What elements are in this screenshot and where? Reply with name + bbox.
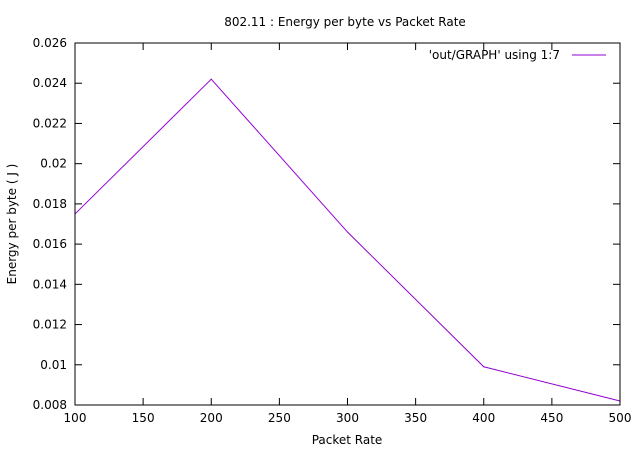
- y-tick-label: 0.026: [33, 36, 67, 50]
- y-tick-label: 0.016: [33, 237, 67, 251]
- series-line: [74, 78, 621, 402]
- x-tick-label: 150: [132, 411, 155, 425]
- plot-frame: [74, 42, 621, 406]
- x-tick-label: 350: [404, 411, 427, 425]
- legend: 'out/GRAPH' using 1:7: [429, 48, 606, 62]
- y-tick-label: 0.01: [40, 358, 67, 372]
- data-point: [346, 231, 349, 233]
- y-tick-label: 0.018: [33, 197, 67, 211]
- series-layer: [74, 78, 621, 402]
- data-point: [483, 366, 485, 368]
- y-tick-label: 0.014: [33, 277, 67, 291]
- x-tick-label: 250: [268, 411, 291, 425]
- y-tick-label: 0.012: [33, 318, 67, 332]
- y-tick-label: 0.024: [33, 76, 67, 90]
- x-tick-label: 200: [200, 411, 223, 425]
- x-tick-label: 450: [540, 411, 563, 425]
- legend-label: 'out/GRAPH' using 1:7: [429, 48, 560, 62]
- x-tick-label: 400: [472, 411, 495, 425]
- x-tick-label: 500: [609, 411, 632, 425]
- tick-labels: 100 150 200 250 300 350 400 450 500 0.008 0.01 0.01…: [33, 36, 632, 425]
- axis-ticks: [74, 42, 621, 406]
- y-tick-label: 0.022: [33, 116, 67, 130]
- x-tick-label: 100: [64, 411, 87, 425]
- y-tick-label: 0.008: [33, 398, 67, 412]
- y-axis-label: Energy per byte ( J ): [5, 164, 19, 285]
- x-tick-label: 300: [336, 411, 359, 425]
- y-tick-label: 0.02: [40, 157, 67, 171]
- chart-title: 802.11 : Energy per byte vs Packet Rate: [224, 15, 466, 29]
- data-point: [210, 78, 212, 80]
- x-axis-label: Packet Rate: [312, 433, 383, 447]
